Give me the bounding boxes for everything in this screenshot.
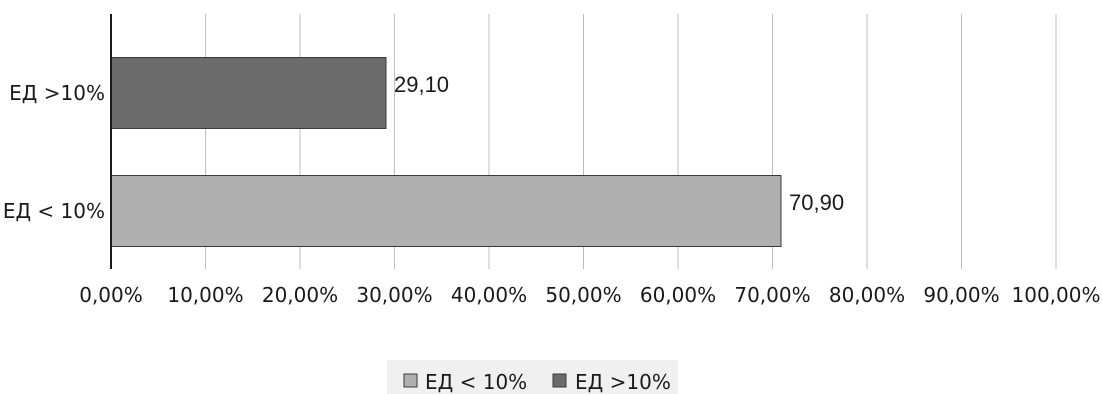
x-tick-label: 60,00%: [640, 283, 716, 307]
x-tick-labels: 0,00% 10,00% 20,00% 30,00% 40,00% 50,00% 60,00…: [79, 283, 1100, 307]
legend-swatch: [403, 373, 418, 388]
category-labels: ЕД >10% ЕД < 10%: [3, 81, 105, 223]
legend-box: [387, 360, 678, 394]
legend: ЕД < 10% ЕД >10%: [387, 360, 678, 394]
bar: [110, 57, 387, 129]
legend-label: ЕД >10%: [575, 370, 671, 394]
data-labels: 29,10 70,90: [394, 72, 844, 215]
legend-label: ЕД < 10%: [425, 370, 527, 394]
category-label: ЕД >10%: [9, 81, 105, 105]
data-label: 29,10: [394, 72, 449, 97]
x-tick-label: 50,00%: [545, 283, 621, 307]
x-tick-label: 40,00%: [451, 283, 527, 307]
x-tick-label: 70,00%: [734, 283, 810, 307]
x-tick-label: 10,00%: [167, 283, 243, 307]
bar: [110, 175, 782, 247]
x-tick-label: 90,00%: [923, 283, 999, 307]
bars: [110, 57, 782, 247]
data-label: 70,90: [789, 190, 844, 215]
x-tick-label: 80,00%: [829, 283, 905, 307]
x-tick-label: 20,00%: [262, 283, 338, 307]
legend-swatch: [552, 373, 567, 388]
x-tick-label: 0,00%: [79, 283, 143, 307]
x-tick-label: 100,00%: [1012, 283, 1101, 307]
category-label: ЕД < 10%: [3, 199, 105, 223]
gridlines: [205, 14, 1057, 269]
x-tick-label: 30,00%: [356, 283, 432, 307]
